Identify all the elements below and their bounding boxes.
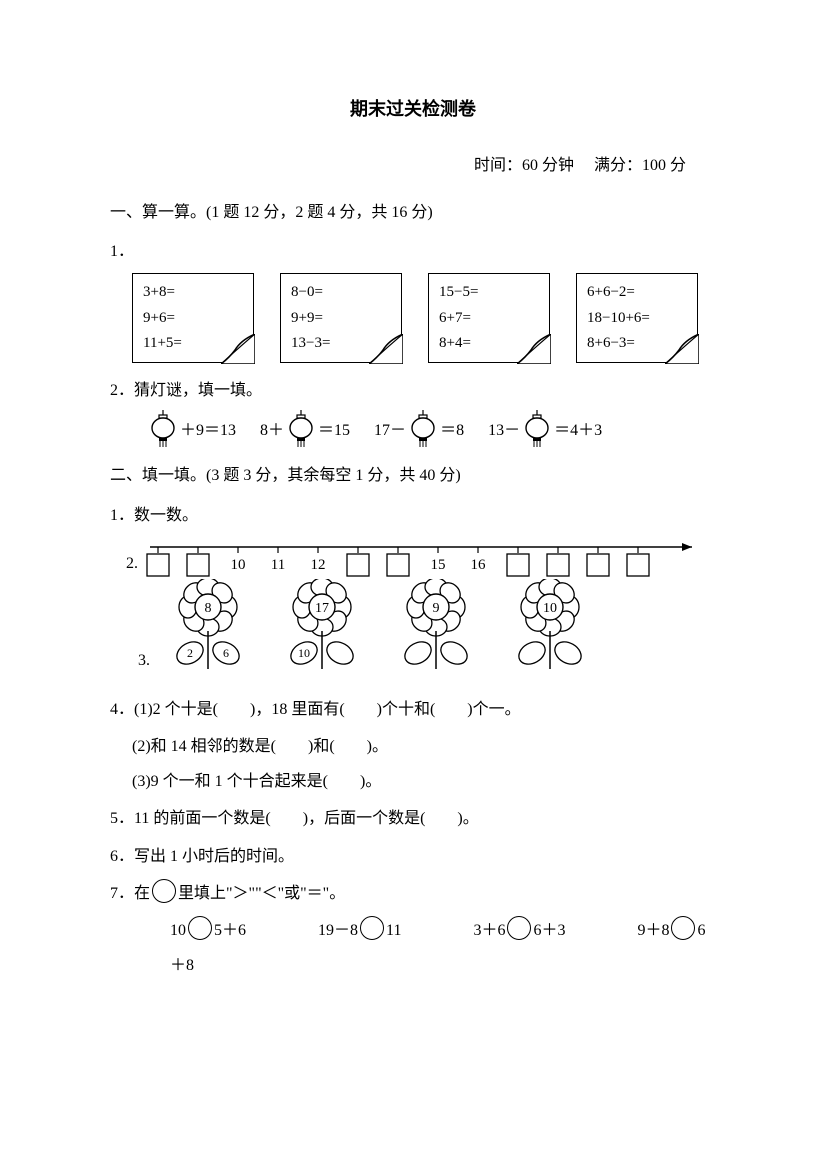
eq-prefix: 8＋ (260, 413, 284, 448)
s2-q4-line3: (3)9 个一和 1 个十合起来是( )。 (110, 764, 716, 799)
equation: 6+7= (439, 306, 539, 332)
flower-icon: 10 (510, 579, 590, 671)
math-box-4: 6+6−2= 18−10+6= 8+6−3= (576, 273, 698, 363)
cmp-right: 6＋3 (533, 922, 565, 939)
lantern-eq-1: ＋9＝13 (148, 410, 236, 448)
svg-text:10: 10 (298, 646, 310, 660)
exam-meta: 时间：60 分钟 满分：100 分 (110, 148, 716, 183)
cmp-expr-3: 3＋6 6＋3 (473, 922, 565, 939)
q7-expressions: 10 5＋6 19－8 11 3＋6 6＋3 9＋86＋8 (110, 913, 716, 983)
svg-text:11: 11 (271, 557, 285, 573)
s1-q2-label: 2．猜灯谜，填一填。 (110, 373, 716, 408)
page-title: 期末过关检测卷 (110, 90, 716, 130)
svg-text:10: 10 (231, 557, 246, 573)
flower-icon: 9 (396, 579, 476, 671)
s1-q1-label: 1． (110, 234, 716, 269)
blank-circle-icon (671, 916, 695, 940)
lantern-eq-2: 8＋ ＝15 (260, 410, 350, 448)
number-line: 10 11 12 15 16 (140, 531, 700, 581)
math-box-1: 3+8= 9+6= 11+5= (132, 273, 254, 363)
section-1-header: 一、算一算。(1 题 12 分，2 题 4 分，共 16 分) (110, 195, 716, 230)
math-box-row: 3+8= 9+6= 11+5= 8−0= 9+9= 13−3= 15−5= 6+… (110, 273, 716, 363)
eq-text: ＋9＝13 (180, 413, 236, 448)
cmp-right: 6＋8 (170, 922, 705, 974)
page-curl-icon (665, 334, 699, 364)
cmp-left: 19－8 (318, 922, 358, 939)
lantern-icon (522, 410, 552, 448)
s2-q4-line2: (2)和 14 相邻的数是( )和( )。 (110, 729, 716, 764)
svg-text:16: 16 (471, 557, 487, 573)
flower-icon: 8 2 6 (168, 579, 248, 671)
q7-prefix: 7．在 (110, 885, 150, 902)
cmp-expr-1: 10 5＋6 (170, 922, 246, 939)
equation: 6+6−2= (587, 280, 687, 306)
section-2-header: 二、填一填。(3 题 3 分，其余每空 1 分，共 40 分) (110, 458, 716, 493)
s2-q2-label: 2. (126, 546, 140, 581)
eq-prefix: 13－ (488, 413, 520, 448)
lantern-icon (286, 410, 316, 448)
equation: 8−0= (291, 280, 391, 306)
svg-text:15: 15 (431, 557, 446, 573)
s2-q6: 6．写出 1 小时后的时间。 (110, 839, 716, 874)
eq-text: ＝8 (440, 413, 464, 448)
blank-circle-icon (507, 916, 531, 940)
equation: 15−5= (439, 280, 539, 306)
page-curl-icon (221, 334, 255, 364)
equation: 9+9= (291, 306, 391, 332)
time-limit: 时间：60 分钟 (474, 157, 574, 174)
svg-text:2: 2 (187, 646, 193, 660)
s2-q3-label: 3. (138, 643, 152, 678)
svg-text:17: 17 (315, 601, 329, 616)
equation: 18−10+6= (587, 306, 687, 332)
s2-q5: 5．11 的前面一个数是( )，后面一个数是( )。 (110, 801, 716, 836)
blank-circle-icon (152, 879, 176, 903)
blank-circle-icon (360, 916, 384, 940)
equation: 9+6= (143, 306, 243, 332)
lantern-icon (148, 410, 178, 448)
svg-text:8: 8 (205, 601, 212, 616)
math-box-2: 8−0= 9+9= 13−3= (280, 273, 402, 363)
math-box-3: 15−5= 6+7= 8+4= (428, 273, 550, 363)
s2-q1-label: 1．数一数。 (110, 498, 716, 533)
blank-circle-icon (188, 916, 212, 940)
s2-q7-label: 7．在 里填上"＞""＜"或"＝"。 (110, 876, 716, 911)
equation: 3+8= (143, 280, 243, 306)
s2-q4-line1: 4．(1)2 个十是( )，18 里面有( )个十和( )个一。 (110, 692, 716, 727)
svg-text:10: 10 (543, 601, 557, 616)
cmp-expr-2: 19－8 11 (318, 922, 401, 939)
lantern-equation-row: ＋9＝13 8＋ ＝15 17－ ＝8 13－ ＝4＋3 (110, 410, 716, 448)
svg-text:12: 12 (311, 557, 326, 573)
svg-text:9: 9 (433, 601, 440, 616)
cmp-right: 11 (386, 922, 401, 939)
page-curl-icon (517, 334, 551, 364)
page-curl-icon (369, 334, 403, 364)
eq-text: ＝4＋3 (554, 413, 602, 448)
lantern-icon (408, 410, 438, 448)
cmp-expr-4: 9＋86＋8 (170, 922, 705, 974)
eq-prefix: 17－ (374, 413, 406, 448)
lantern-eq-4: 13－ ＝4＋3 (488, 410, 602, 448)
svg-text:6: 6 (223, 646, 229, 660)
cmp-right: 5＋6 (214, 922, 246, 939)
flower-icon: 1710 (282, 579, 362, 671)
q7-suffix: 里填上"＞""＜"或"＝"。 (178, 885, 345, 902)
full-score: 满分：100 分 (594, 157, 686, 174)
eq-text: ＝15 (318, 413, 350, 448)
cmp-left: 9＋8 (637, 922, 669, 939)
cmp-left: 10 (170, 922, 186, 939)
cmp-left: 3＋6 (473, 922, 505, 939)
lantern-eq-3: 17－ ＝8 (374, 410, 464, 448)
